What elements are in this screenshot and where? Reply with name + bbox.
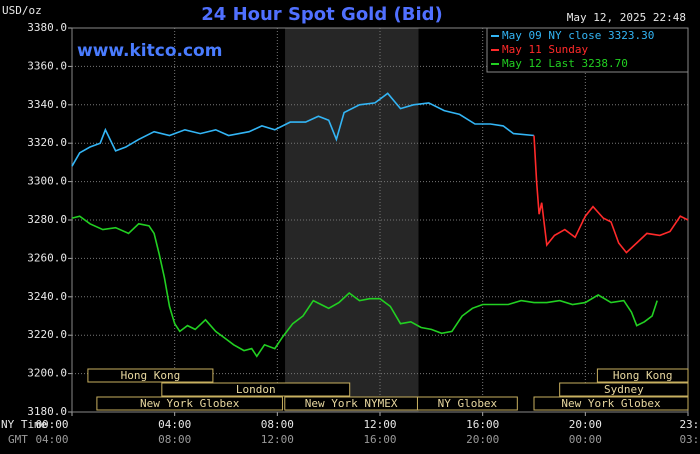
y-tick-label: 3320.0 xyxy=(27,136,67,149)
session-label: Hong Kong xyxy=(121,369,181,382)
y-tick-label: 3280.0 xyxy=(27,213,67,226)
x-tick-label: 23:59 xyxy=(679,418,700,431)
session-bar xyxy=(596,368,689,383)
gmt-tick-label: 00:00 xyxy=(569,433,602,446)
x-tick-label: 00:00 xyxy=(35,418,68,431)
session-label: NY Globex xyxy=(438,397,498,410)
x-row-label: GMT xyxy=(8,433,28,446)
session-bar xyxy=(533,396,689,411)
gmt-tick-label: 12:00 xyxy=(261,433,294,446)
x-tick-label: 20:00 xyxy=(569,418,602,431)
x-tick-label: 04:00 xyxy=(158,418,191,431)
gmt-tick-label: 16:00 xyxy=(363,433,396,446)
session-label: Sydney xyxy=(604,383,644,396)
x-tick-label: 16:00 xyxy=(466,418,499,431)
price-line xyxy=(71,215,658,358)
x-row-label: NY Time xyxy=(1,418,47,431)
session-bar xyxy=(96,396,283,411)
price-line xyxy=(533,135,689,254)
session-label: New York Globex xyxy=(561,397,661,410)
legend-label: May 11 Sunday xyxy=(502,43,588,56)
y-tick-label: 3380.0 xyxy=(27,21,67,34)
y-axis-label: USD/oz xyxy=(2,4,42,17)
y-tick-label: 3180.0 xyxy=(27,405,67,418)
y-tick-label: 3200.0 xyxy=(27,367,67,380)
session-bar xyxy=(416,396,518,411)
price-line xyxy=(71,92,535,167)
x-tick-label: 12:00 xyxy=(363,418,396,431)
session-bar xyxy=(87,368,214,383)
y-tick-label: 3220.0 xyxy=(27,328,67,341)
legend-box xyxy=(486,27,689,73)
chart-title: 24 Hour Spot Gold (Bid) xyxy=(201,4,442,25)
y-tick-label: 3260.0 xyxy=(27,251,67,264)
session-label: New York Globex xyxy=(140,397,240,410)
session-label: London xyxy=(236,383,276,396)
session-label: New York NYMEX xyxy=(305,397,398,410)
y-tick-label: 3340.0 xyxy=(27,98,67,111)
timestamp: May 12, 2025 22:48 xyxy=(567,11,686,24)
y-tick-label: 3240.0 xyxy=(27,290,67,303)
x-tick-label: 08:00 xyxy=(261,418,294,431)
y-tick-label: 3300.0 xyxy=(27,175,67,188)
gmt-tick-label: 08:00 xyxy=(158,433,191,446)
session-label: Hong Kong xyxy=(613,369,673,382)
watermark: www.kitco.com xyxy=(77,41,222,61)
gmt-tick-label: 04:00 xyxy=(35,433,68,446)
gmt-tick-label: 03:59 xyxy=(679,433,700,446)
legend-label: May 12 Last 3238.70 xyxy=(502,57,628,70)
gmt-tick-label: 20:00 xyxy=(466,433,499,446)
session-bar xyxy=(559,382,689,397)
legend-label: May 09 NY close 3323.30 xyxy=(502,29,654,42)
y-tick-label: 3360.0 xyxy=(27,59,67,72)
session-bar xyxy=(161,382,351,397)
